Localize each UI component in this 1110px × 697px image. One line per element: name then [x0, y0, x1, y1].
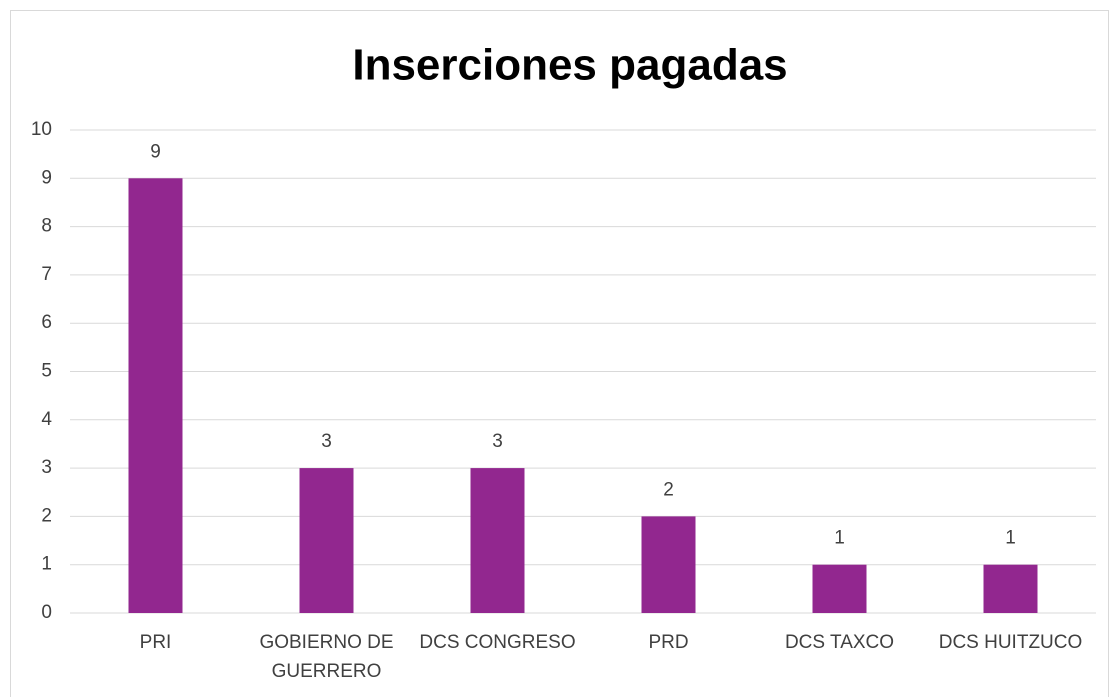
data-label: 9 — [150, 141, 161, 162]
data-label: 3 — [321, 431, 332, 452]
y-tick-label: 7 — [41, 264, 52, 285]
x-tick-label: GOBIERNO DE GUERRERO — [259, 632, 393, 682]
x-tick-label: DCS HUITZUCO — [939, 632, 1083, 653]
chart-title: Inserciones pagadas — [352, 41, 787, 90]
y-tick-label: 4 — [41, 409, 52, 430]
y-tick-label: 3 — [41, 457, 52, 478]
y-tick-label: 1 — [41, 554, 52, 575]
y-tick-label: 10 — [31, 119, 52, 140]
chart-border — [10, 10, 1109, 697]
y-tick-label: 0 — [41, 602, 52, 623]
bar — [299, 468, 354, 613]
data-label: 1 — [834, 528, 845, 549]
bar — [983, 564, 1038, 613]
x-tick-label: DCS CONGRESO — [419, 632, 575, 653]
data-label: 3 — [492, 431, 503, 452]
data-label: 1 — [1005, 528, 1016, 549]
x-tick-label: DCS TAXCO — [785, 632, 894, 653]
bar — [128, 178, 183, 614]
data-label: 2 — [663, 479, 674, 500]
y-tick-label: 6 — [41, 312, 52, 333]
y-tick-label: 8 — [41, 216, 52, 237]
x-tick-label: PRI — [140, 632, 172, 653]
y-tick-label: 2 — [41, 505, 52, 526]
bar — [812, 564, 867, 613]
x-tick-label: PRD — [648, 632, 688, 653]
bar — [641, 516, 696, 613]
bar — [470, 468, 525, 613]
y-tick-label: 9 — [41, 167, 52, 188]
y-tick-label: 5 — [41, 361, 52, 382]
